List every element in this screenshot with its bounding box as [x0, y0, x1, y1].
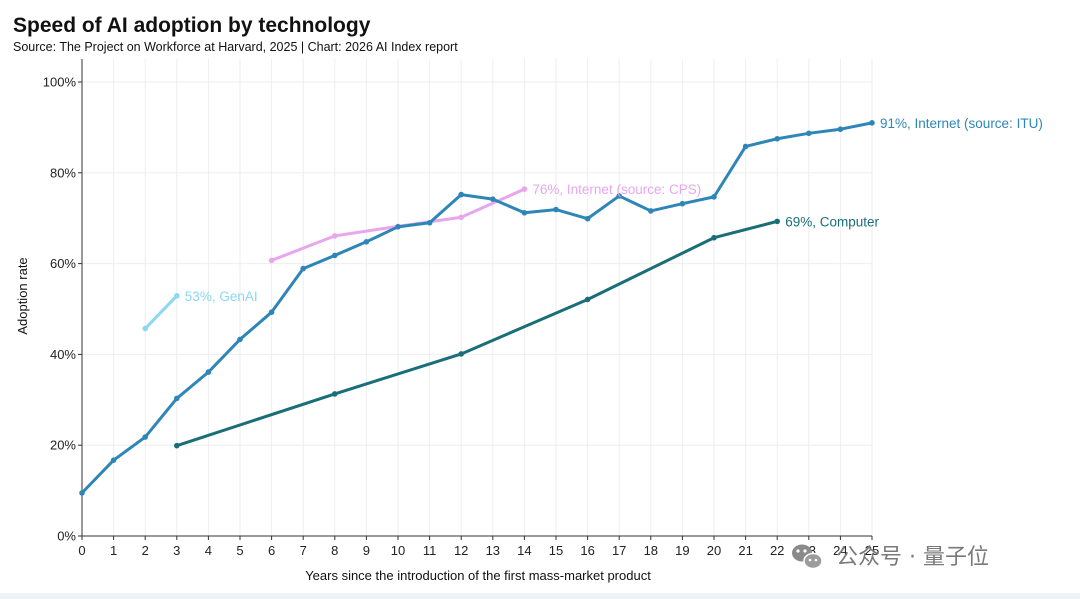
x-tick-label: 0	[78, 543, 85, 558]
series-labels: 91%, Internet (source: ITU) 76%, Internet…	[185, 116, 1043, 304]
x-tick-label: 11	[423, 543, 437, 558]
data-point	[869, 120, 875, 126]
grid	[81, 59, 873, 536]
y-tick-label: 100%	[43, 75, 77, 90]
x-axis-title: Years since the introduction of the firs…	[305, 568, 651, 583]
series-lines	[79, 120, 875, 496]
data-point	[174, 442, 180, 449]
x-tick-label: 25	[865, 543, 879, 558]
y-axis-title: Adoption rate	[15, 257, 30, 334]
watermark: 公众号 · 量子位	[792, 544, 989, 570]
y-tick-label: 80%	[50, 165, 76, 180]
x-axis-ticks: 0123456789101112131415161718192021222324…	[78, 536, 879, 558]
watermark-text: 公众号 · 量子位	[836, 545, 989, 570]
chart-subtitle: Source: The Project on Workforce at Harv…	[13, 40, 458, 54]
y-axis-ticks: 0% 20% 40% 60% 80% 100%	[43, 75, 82, 544]
y-tick-label: 20%	[50, 438, 76, 453]
data-point	[490, 196, 496, 202]
series-label: 76%, Internet (source: CPS)	[532, 182, 701, 197]
series-line	[80, 121, 874, 495]
x-tick-label: 21	[738, 543, 752, 558]
data-point	[774, 218, 780, 225]
data-point	[110, 457, 117, 463]
data-point	[174, 293, 180, 299]
data-point	[142, 325, 148, 332]
x-tick-label: 12	[454, 543, 468, 558]
axes	[81, 59, 872, 537]
data-point	[205, 369, 212, 375]
data-point	[142, 434, 148, 440]
x-tick-label: 5	[236, 543, 243, 558]
data-point	[521, 209, 528, 216]
bottom-band	[0, 593, 1080, 599]
data-point	[363, 239, 370, 245]
data-point	[711, 194, 717, 200]
data-point	[584, 215, 591, 222]
x-tick-label: 19	[675, 543, 689, 558]
data-point	[426, 219, 433, 226]
x-tick-label: 15	[549, 543, 563, 558]
data-point	[332, 233, 338, 239]
x-tick-label: 9	[363, 543, 370, 558]
x-tick-label: 1	[110, 543, 117, 558]
wechat-icon	[792, 544, 823, 570]
data-point	[553, 206, 559, 213]
data-point	[711, 234, 717, 241]
y-tick-label: 0%	[57, 529, 76, 544]
x-tick-label: 20	[707, 543, 721, 558]
data-point	[174, 395, 180, 402]
x-tick-label: 10	[391, 543, 405, 558]
x-tick-label: 18	[644, 543, 658, 558]
data-point	[806, 130, 812, 137]
x-tick-label: 13	[486, 543, 500, 558]
data-point	[742, 143, 749, 150]
y-tick-label: 60%	[50, 256, 76, 271]
data-point	[837, 126, 844, 133]
data-point	[458, 214, 465, 221]
x-tick-label: 8	[331, 543, 338, 558]
data-point	[268, 309, 275, 315]
data-point	[332, 252, 338, 259]
y-tick-label: 40%	[50, 347, 76, 362]
data-point	[648, 208, 654, 214]
series-label: 53%, GenAI	[185, 289, 258, 304]
data-point	[300, 265, 307, 272]
x-tick-label: 22	[770, 543, 784, 558]
x-tick-label: 17	[612, 543, 626, 558]
data-point	[521, 186, 528, 192]
x-tick-label: 2	[142, 543, 149, 558]
data-point	[584, 296, 591, 303]
x-tick-label: 3	[173, 543, 180, 558]
x-tick-label: 14	[517, 543, 531, 558]
x-tick-label: 7	[300, 543, 307, 558]
x-tick-label: 4	[205, 543, 212, 558]
data-point	[332, 391, 338, 397]
series-line	[175, 219, 779, 448]
series-label: 91%, Internet (source: ITU)	[880, 116, 1043, 131]
data-point	[679, 200, 686, 207]
data-point	[774, 135, 780, 142]
series-line	[143, 294, 179, 331]
data-point	[79, 490, 85, 496]
data-point	[237, 336, 243, 343]
x-tick-label: 6	[268, 543, 275, 558]
x-tick-label: 16	[580, 543, 594, 558]
x-tick-label: 24	[833, 543, 847, 558]
data-point	[458, 351, 465, 357]
data-point	[268, 257, 275, 264]
data-point	[395, 224, 401, 230]
series-label: 69%, Computer	[785, 214, 879, 229]
data-point	[616, 193, 622, 199]
chart-title: Speed of AI adoption by technology	[13, 14, 371, 37]
data-point	[458, 191, 465, 198]
